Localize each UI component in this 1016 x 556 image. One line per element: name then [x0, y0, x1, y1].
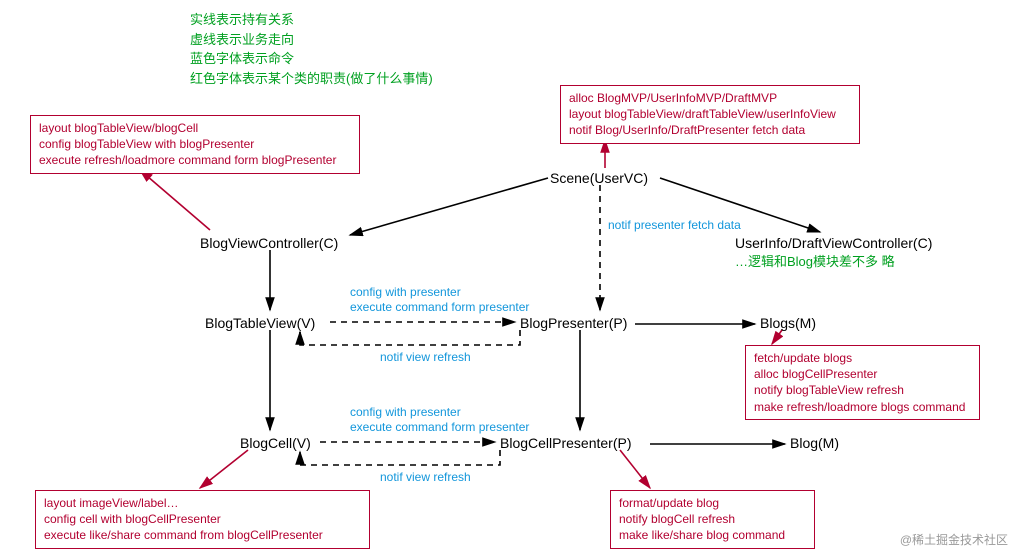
note-line: layout imageView/label… [44, 495, 361, 511]
note-line: notif Blog/UserInfo/DraftPresenter fetch… [569, 122, 851, 138]
cmd-notif-refresh-2: notif view refresh [380, 470, 471, 484]
note-line: fetch/update blogs [754, 350, 971, 366]
legend-line: 蓝色字体表示命令 [190, 49, 433, 69]
note-line: config cell with blogCellPresenter [44, 511, 361, 527]
legend-line: 实线表示持有关系 [190, 10, 433, 30]
note-blogs: fetch/update blogsalloc blogCellPresente… [745, 345, 980, 420]
note-line: format/update blog [619, 495, 806, 511]
note-line: make refresh/loadmore blogs command [754, 399, 971, 415]
note-line: make like/share blog command [619, 527, 806, 543]
cmd-config-presenter-2b: execute command form presenter [350, 420, 529, 434]
node-blog-vc: BlogViewController(C) [200, 235, 338, 251]
cmd-config-presenter-1a: config with presenter [350, 285, 461, 299]
node-scene: Scene(UserVC) [550, 170, 648, 186]
note-blog-cell: layout imageView/label…config cell with … [35, 490, 370, 549]
note-line: config blogTableView with blogPresenter [39, 136, 351, 152]
note-line: execute refresh/loadmore command form bl… [39, 152, 351, 168]
node-blog-table: BlogTableView(V) [205, 315, 315, 331]
note-line: execute like/share command from blogCell… [44, 527, 361, 543]
note-blog-vc: layout blogTableView/blogCellconfig blog… [30, 115, 360, 174]
note-line: layout blogTableView/draftTableView/user… [569, 106, 851, 122]
cmd-notif-fetch: notif presenter fetch data [608, 218, 741, 232]
note-line: alloc BlogMVP/UserInfoMVP/DraftMVP [569, 90, 851, 106]
note-line: notify blogCell refresh [619, 511, 806, 527]
node-blog-presenter: BlogPresenter(P) [520, 315, 627, 331]
cmd-config-presenter-1b: execute command form presenter [350, 300, 529, 314]
legend-line: 红色字体表示某个类的职责(做了什么事情) [190, 69, 433, 89]
legend-line: 虚线表示业务走向 [190, 30, 433, 50]
note-line: alloc blogCellPresenter [754, 366, 971, 382]
node-blog-cell: BlogCell(V) [240, 435, 311, 451]
note-blog-cell-presenter: format/update blognotify blogCell refres… [610, 490, 815, 549]
note-line: notify blogTableView refresh [754, 382, 971, 398]
node-blog: Blog(M) [790, 435, 839, 451]
node-blogs: Blogs(M) [760, 315, 816, 331]
node-blog-cell-presenter: BlogCellPresenter(P) [500, 435, 632, 451]
edges-layer [0, 0, 1016, 556]
node-userinfo-vc: UserInfo/DraftViewController(C) …逻辑和Blog… [735, 235, 932, 270]
cmd-notif-refresh-1: notif view refresh [380, 350, 471, 364]
node-userinfo-sub: …逻辑和Blog模块差不多 略 [735, 251, 932, 270]
cmd-config-presenter-2a: config with presenter [350, 405, 461, 419]
watermark: @稀土掘金技术社区 [900, 531, 1008, 548]
note-line: layout blogTableView/blogCell [39, 120, 351, 136]
legend: 实线表示持有关系虚线表示业务走向蓝色字体表示命令红色字体表示某个类的职责(做了什… [190, 10, 433, 88]
note-scene: alloc BlogMVP/UserInfoMVP/DraftMVPlayout… [560, 85, 860, 144]
